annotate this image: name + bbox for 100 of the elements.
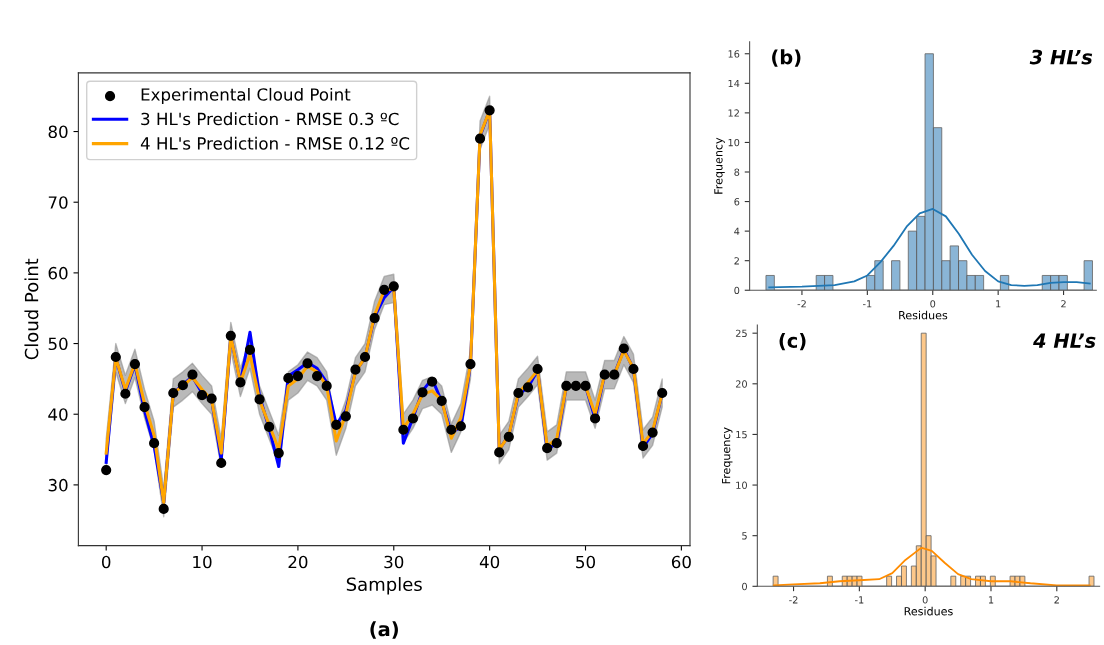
point (455, 421, 466, 432)
point (465, 358, 476, 370)
point (187, 369, 198, 380)
legend-label: 4 HL's Prediction - RMSE 0.12 ºC (140, 136, 410, 150)
x-tick-label: 40 (479, 555, 500, 569)
x-axis-title: Residues (899, 310, 948, 320)
annotation: 4 HL’s (1033, 333, 1096, 348)
point (273, 448, 284, 459)
y-tick-label: 40 (48, 408, 68, 421)
x-tick-label: -2 (797, 300, 806, 308)
y-tick-label: 20 (735, 380, 747, 388)
x-tick-label: 2 (1054, 596, 1059, 604)
legend-label: Experimental Cloud Point (141, 87, 351, 105)
y-axis-title: Frequency (722, 427, 733, 484)
point (503, 431, 514, 442)
x-tick-label: -1 (854, 596, 864, 604)
x-tick-label: -1 (862, 300, 872, 308)
point (599, 369, 610, 380)
y-tick-label: 60 (48, 266, 68, 280)
y-tick-label: 8 (734, 168, 740, 176)
x-tick-label: 10 (193, 555, 212, 569)
point (618, 343, 629, 354)
point (321, 380, 332, 392)
x-tick-label: 0 (922, 596, 928, 604)
point (264, 421, 275, 433)
y-tick-label: 5 (742, 532, 747, 540)
point (149, 438, 160, 449)
x-tick-label: 0 (101, 555, 111, 569)
legend-label: 3 HL's Prediction - RMSE 0.3 ºC (141, 112, 399, 126)
annotation: (b) (772, 49, 801, 67)
y-tick-label: 4 (734, 227, 740, 235)
y-tick-label: 80 (48, 125, 68, 139)
point (427, 376, 438, 387)
y-tick-label: 10 (728, 138, 740, 147)
y-axis-title: Frequency (714, 137, 725, 194)
point (609, 369, 620, 380)
point (522, 382, 534, 393)
y-tick-label: 0 (742, 582, 747, 591)
point (235, 377, 246, 388)
x-axis-title: Residues (904, 606, 953, 616)
point (474, 133, 486, 144)
point (570, 380, 582, 392)
y-tick-label: 30 (48, 478, 68, 492)
point (407, 413, 419, 424)
point (302, 358, 313, 369)
y-tick-label: 0 (734, 286, 740, 295)
y-tick-label: 16 (728, 50, 740, 58)
point (561, 380, 572, 392)
point (484, 105, 495, 116)
x-tick-label: 20 (288, 555, 308, 569)
point (398, 424, 409, 435)
x-tick-label: 60 (671, 555, 691, 569)
point (369, 313, 380, 324)
point (139, 402, 150, 413)
point (225, 330, 236, 341)
point (244, 344, 256, 355)
point (436, 395, 447, 406)
annotation: 3 HL’s (1029, 49, 1093, 65)
x-tick-label: 30 (384, 555, 404, 569)
x-tick-label: 0 (930, 300, 936, 308)
y-tick-label: 10 (736, 481, 747, 489)
point (196, 390, 208, 401)
point (446, 424, 457, 435)
y-tick-label: 25 (735, 329, 747, 338)
point (158, 503, 169, 515)
point (331, 419, 342, 430)
point (216, 457, 227, 469)
point (580, 380, 591, 392)
x-tick-label: 1 (996, 300, 1001, 308)
point (513, 387, 524, 399)
point (551, 438, 562, 449)
point (542, 443, 553, 454)
y-tick-label: 2 (734, 257, 739, 265)
point (590, 413, 601, 424)
point (177, 380, 188, 391)
x-axis-title: Samples (346, 577, 422, 595)
y-tick-label: 12 (728, 109, 739, 117)
point (388, 281, 399, 292)
point (379, 284, 390, 295)
annotation: (c) (779, 332, 806, 351)
point (532, 363, 543, 375)
point (350, 364, 361, 375)
point (292, 370, 304, 382)
point (110, 351, 121, 363)
point (283, 373, 294, 384)
y-tick-label: 15 (736, 431, 747, 439)
y-tick-label: 70 (48, 196, 68, 209)
point (657, 387, 668, 399)
x-tick-label: -2 (789, 596, 798, 604)
point (101, 464, 112, 476)
point (628, 363, 639, 375)
x-tick-label: 2 (1061, 300, 1066, 308)
point (359, 351, 371, 363)
text: (a) (370, 621, 398, 639)
x-tick-label: 1 (988, 596, 994, 604)
y-tick-label: 50 (48, 337, 68, 351)
point (168, 387, 179, 399)
point (311, 370, 323, 382)
point (417, 387, 428, 398)
point (340, 411, 351, 422)
